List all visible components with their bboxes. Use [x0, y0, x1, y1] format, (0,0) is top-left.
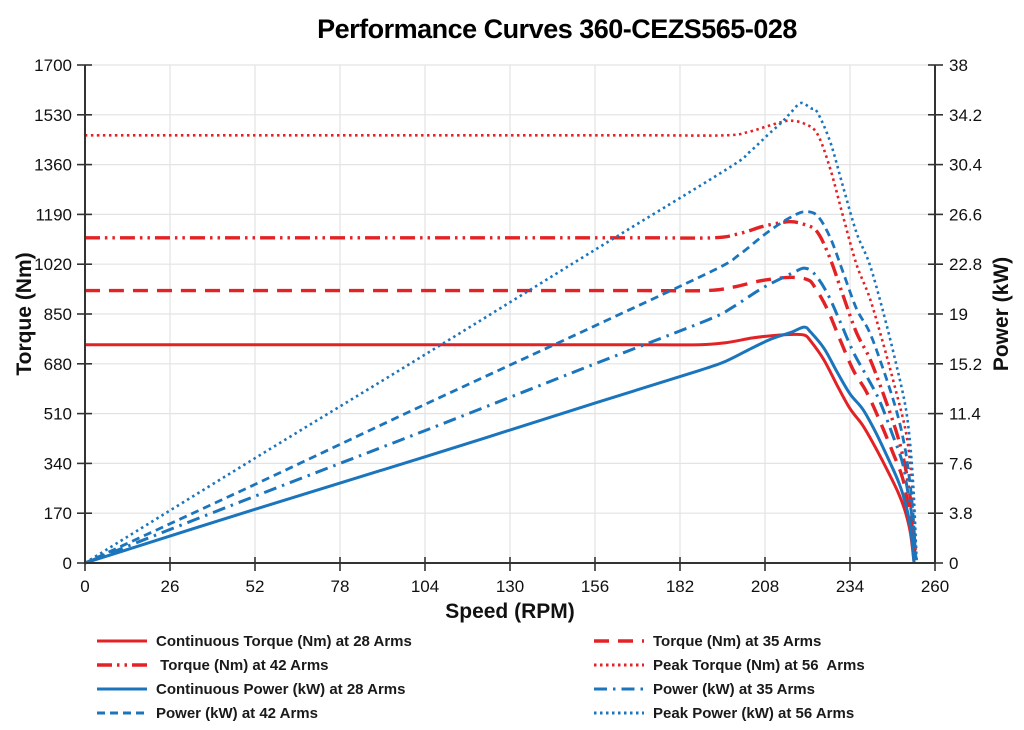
legend-label-torque-35: Torque (Nm) at 35 Arms [653, 632, 822, 650]
y-left-tick-label: 1360 [34, 156, 72, 175]
x-tick-label: 78 [331, 577, 350, 596]
y-left-tick-label: 850 [44, 305, 72, 324]
legend-label-power-42: Power (kW) at 42 Arms [156, 704, 318, 722]
y-right-tick-label: 22.8 [949, 255, 982, 274]
y-left-tick-label: 0 [63, 554, 72, 573]
legend-line-peak-power-56 [594, 711, 644, 715]
legend-item-torque-42: Torque (Nm) at 42 Arms [96, 657, 593, 674]
y-left-tick-label: 680 [44, 355, 72, 374]
legend-label-cont-torque-28: Continuous Torque (Nm) at 28 Arms [156, 632, 412, 650]
legend-item-torque-35: Torque (Nm) at 35 Arms [593, 633, 865, 650]
y-right-tick-label: 26.6 [949, 205, 982, 224]
y-left-tick-label: 1020 [34, 255, 72, 274]
y-right-tick-label: 15.2 [949, 355, 982, 374]
curve-torque-35 [85, 275, 918, 564]
legend-item-power-35: Power (kW) at 35 Arms [593, 681, 865, 698]
legend-label-peak-power-56: Peak Power (kW) at 56 Arms [653, 704, 855, 722]
legend-item-cont-torque-28: Continuous Torque (Nm) at 28 Arms [96, 633, 593, 650]
x-axis-title: Speed (RPM) [445, 600, 575, 623]
legend-line-power-42 [97, 711, 147, 715]
x-tick-label: 0 [80, 577, 89, 596]
y-right-tick-label: 0 [949, 554, 958, 573]
curve-peak-torque-56 [85, 119, 918, 564]
y-left-tick-label: 1190 [35, 205, 72, 224]
y-right-tick-label: 38 [949, 56, 968, 75]
legend-item-cont-power-28: Continuous Power (kW) at 28 Arms [96, 681, 593, 698]
y-left-tick-label: 1700 [34, 56, 72, 75]
legend-line-torque-42 [97, 663, 147, 667]
legend-label-cont-power-28: Continuous Power (kW) at 28 Arms [156, 680, 406, 698]
x-tick-label: 234 [836, 577, 864, 596]
chart-title: Performance Curves 360-CEZS565-028 [317, 14, 797, 44]
legend-line-power-35 [594, 687, 644, 691]
tick-marks: 0 170 340 510 680 850 1020 1190 1360 1530 1700 0 3.8… [34, 56, 982, 596]
y-left-tick-label: 170 [44, 504, 72, 523]
legend-item-peak-torque-56: Peak Torque (Nm) at 56 Arms [593, 657, 865, 674]
legend-line-cont-torque-28 [97, 639, 147, 643]
y-left-tick-label: 1530 [34, 106, 72, 125]
y-right-axis-title: Power (kW) [990, 257, 1013, 371]
x-tick-label: 208 [751, 577, 779, 596]
x-tick-label: 104 [411, 577, 439, 596]
y-right-tick-label: 30.4 [949, 156, 982, 175]
gridlines [85, 64, 936, 563]
legend-line-cont-power-28 [97, 687, 147, 691]
legend-line-peak-torque-56 [594, 663, 644, 667]
x-tick-label: 260 [921, 577, 949, 596]
curve-power-42 [84, 210, 918, 565]
x-tick-label: 182 [666, 577, 694, 596]
x-tick-label: 26 [161, 577, 180, 596]
y-right-tick-label: 34.2 [949, 106, 982, 125]
x-tick-label: 130 [496, 577, 524, 596]
x-tick-label: 156 [581, 577, 609, 596]
y-left-axis-title: Torque (Nm) [13, 252, 36, 375]
curve-power-35 [84, 266, 917, 565]
curve-torque-42 [85, 219, 918, 564]
x-tick-label: 52 [246, 577, 265, 596]
y-right-tick-label: 19 [949, 305, 968, 324]
legend-line-torque-35 [594, 639, 644, 643]
y-right-tick-label: 11.4 [949, 405, 981, 424]
curves [84, 101, 918, 565]
legend: Continuous Torque (Nm) at 28 Arms Torque … [96, 629, 865, 725]
y-left-tick-label: 510 [44, 405, 72, 424]
curve-cont-torque-28 [85, 332, 916, 564]
legend-label-peak-torque-56: Peak Torque (Nm) at 56 Arms [653, 656, 865, 674]
legend-label-power-35: Power (kW) at 35 Arms [653, 680, 815, 698]
curve-cont-power-28 [84, 325, 916, 565]
y-right-tick-label: 3.8 [949, 504, 973, 523]
y-right-tick-label: 7.6 [949, 454, 973, 473]
legend-label-torque-42: Torque (Nm) at 42 Arms [156, 656, 329, 674]
legend-item-power-42: Power (kW) at 42 Arms [96, 705, 593, 722]
plot-area: 0 170 340 510 680 850 1020 1190 1360 1530 1700 0 3.8… [13, 56, 1013, 623]
legend-item-peak-power-56: Peak Power (kW) at 56 Arms [593, 705, 865, 722]
y-left-tick-label: 340 [44, 454, 72, 473]
